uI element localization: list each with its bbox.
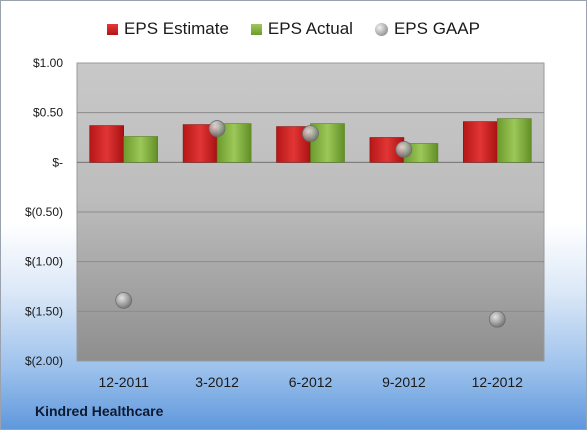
y-tick-label: $0.50 (33, 106, 63, 120)
legend-label-actual: EPS Actual (267, 19, 353, 38)
legend-swatch-gaap (374, 22, 388, 36)
legend-swatch-actual (250, 23, 262, 35)
gaap-point (208, 120, 226, 137)
gaap-point (302, 125, 319, 142)
bar-actual (496, 118, 532, 163)
x-tick-label: 12-2012 (472, 374, 524, 390)
legend: EPS Estimate EPS Actual EPS GAAP (1, 17, 586, 41)
legend-swatch-estimate (107, 23, 119, 35)
gaap-point (488, 310, 506, 328)
x-tick-label: 12-2011 (99, 374, 150, 390)
legend-item-actual: EPS Actual (250, 19, 353, 39)
gaap-point (395, 141, 413, 158)
legend-item-estimate: EPS Estimate (107, 19, 229, 39)
bar-actual (123, 136, 158, 163)
y-tick-label: $(0.50) (25, 205, 63, 219)
bar-estimate (89, 125, 124, 163)
bar-estimate (462, 121, 498, 163)
x-tick-label: 9-2012 (382, 374, 426, 390)
legend-label-gaap: EPS GAAP (393, 19, 480, 38)
x-tick-label: 6-2012 (289, 374, 333, 390)
y-tick-label: $(2.00) (25, 354, 63, 368)
company-name: Kindred Healthcare (35, 403, 164, 419)
y-tick-label: $- (52, 155, 63, 169)
y-axis-labels: $1.00 $0.50 $- $(0.50) $(1.00) $(1.50) $(2.00) (25, 56, 63, 368)
legend-label-estimate: EPS Estimate (124, 19, 229, 38)
gaap-points (115, 120, 506, 328)
x-axis-labels: 12-2011 3-2012 6-2012 9-2012 12-2012 (99, 374, 524, 390)
y-tick-label: $(1.50) (25, 304, 63, 318)
x-tick-label: 3-2012 (195, 374, 239, 390)
y-tick-label: $1.00 (33, 56, 63, 70)
gaap-point (115, 292, 133, 309)
bars (89, 118, 532, 163)
y-tick-label: $(1.00) (25, 255, 63, 269)
legend-item-gaap: EPS GAAP (374, 19, 480, 39)
